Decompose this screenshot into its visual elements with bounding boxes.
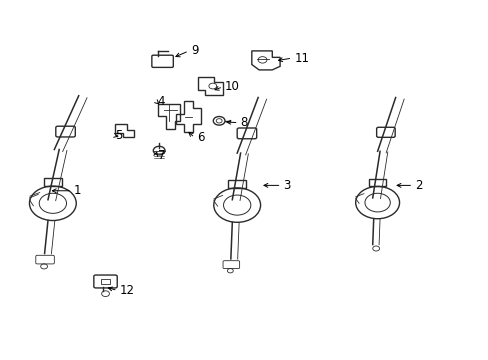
Text: 6: 6 bbox=[196, 131, 204, 144]
Text: 11: 11 bbox=[294, 51, 308, 64]
Text: 2: 2 bbox=[414, 179, 422, 192]
Text: 1: 1 bbox=[74, 184, 81, 197]
Text: 7: 7 bbox=[158, 149, 165, 162]
Text: 3: 3 bbox=[283, 179, 290, 192]
Text: 8: 8 bbox=[240, 116, 247, 129]
Text: 10: 10 bbox=[224, 80, 240, 93]
Text: 12: 12 bbox=[120, 284, 134, 297]
Text: 4: 4 bbox=[158, 95, 165, 108]
Text: 5: 5 bbox=[115, 129, 122, 142]
Text: 9: 9 bbox=[190, 44, 198, 57]
